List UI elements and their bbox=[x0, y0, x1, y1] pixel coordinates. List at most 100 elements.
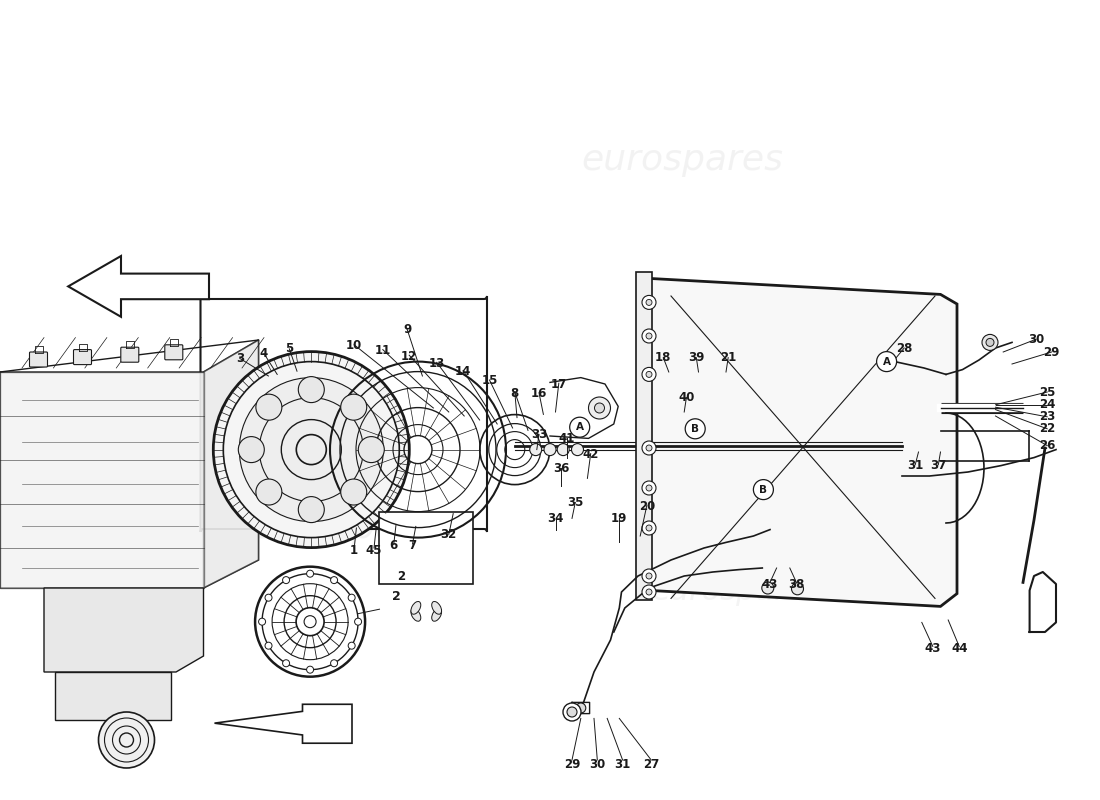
Text: 10: 10 bbox=[346, 339, 362, 352]
Text: 43: 43 bbox=[762, 578, 778, 590]
Text: 25: 25 bbox=[1040, 386, 1055, 398]
Circle shape bbox=[642, 521, 656, 535]
Text: 11: 11 bbox=[375, 344, 390, 357]
FancyBboxPatch shape bbox=[74, 350, 91, 365]
Text: 1: 1 bbox=[350, 544, 359, 557]
Text: 29: 29 bbox=[1044, 346, 1059, 358]
Text: eurospares: eurospares bbox=[278, 294, 448, 322]
Polygon shape bbox=[214, 704, 352, 743]
Circle shape bbox=[642, 569, 656, 583]
Circle shape bbox=[685, 419, 705, 438]
Circle shape bbox=[754, 479, 773, 499]
Circle shape bbox=[283, 660, 289, 666]
Text: 32: 32 bbox=[441, 528, 456, 541]
Circle shape bbox=[298, 497, 324, 522]
Text: 22: 22 bbox=[1040, 422, 1055, 435]
Polygon shape bbox=[204, 340, 258, 588]
Text: 19: 19 bbox=[612, 512, 627, 525]
Circle shape bbox=[239, 437, 264, 462]
Text: 30: 30 bbox=[1028, 333, 1044, 346]
Circle shape bbox=[646, 445, 652, 451]
Circle shape bbox=[646, 525, 652, 531]
Circle shape bbox=[575, 703, 586, 713]
Circle shape bbox=[558, 443, 569, 456]
Circle shape bbox=[331, 660, 338, 666]
Text: 5: 5 bbox=[285, 342, 294, 355]
Text: 9: 9 bbox=[403, 323, 411, 336]
Circle shape bbox=[283, 577, 289, 584]
Text: B: B bbox=[691, 424, 700, 434]
Circle shape bbox=[265, 594, 272, 601]
Circle shape bbox=[104, 718, 148, 762]
Circle shape bbox=[762, 582, 773, 594]
Polygon shape bbox=[649, 278, 957, 606]
Circle shape bbox=[341, 394, 366, 420]
Text: 28: 28 bbox=[896, 342, 912, 354]
Text: 7: 7 bbox=[408, 539, 417, 552]
Text: 20: 20 bbox=[639, 500, 654, 513]
Text: eurospares: eurospares bbox=[251, 511, 453, 545]
Text: 31: 31 bbox=[908, 459, 923, 472]
Text: 16: 16 bbox=[531, 387, 547, 400]
Text: 36: 36 bbox=[553, 462, 569, 474]
Text: 3: 3 bbox=[235, 352, 244, 365]
Circle shape bbox=[642, 329, 656, 343]
Text: 41: 41 bbox=[559, 432, 574, 445]
Circle shape bbox=[298, 377, 324, 402]
Ellipse shape bbox=[431, 602, 441, 614]
Text: 23: 23 bbox=[1040, 410, 1055, 423]
Circle shape bbox=[213, 352, 409, 547]
Text: 13: 13 bbox=[429, 357, 444, 370]
Text: 26: 26 bbox=[1040, 439, 1055, 452]
Circle shape bbox=[642, 481, 656, 495]
Ellipse shape bbox=[411, 602, 421, 614]
Circle shape bbox=[256, 479, 282, 505]
Circle shape bbox=[112, 726, 141, 754]
Polygon shape bbox=[636, 272, 652, 600]
Ellipse shape bbox=[431, 609, 441, 622]
Circle shape bbox=[307, 666, 314, 673]
Circle shape bbox=[646, 371, 652, 378]
Circle shape bbox=[331, 577, 338, 584]
Text: 45: 45 bbox=[365, 544, 383, 557]
Text: 2: 2 bbox=[392, 590, 400, 603]
Text: 38: 38 bbox=[789, 578, 804, 590]
Circle shape bbox=[572, 443, 583, 456]
Circle shape bbox=[256, 394, 282, 420]
Circle shape bbox=[986, 338, 994, 346]
FancyBboxPatch shape bbox=[121, 347, 139, 362]
Text: 40: 40 bbox=[679, 391, 694, 404]
Text: 27: 27 bbox=[644, 758, 659, 770]
Text: 4: 4 bbox=[260, 347, 268, 360]
Circle shape bbox=[307, 570, 314, 577]
Circle shape bbox=[349, 642, 355, 649]
Polygon shape bbox=[44, 588, 204, 672]
Circle shape bbox=[570, 418, 590, 437]
Text: A: A bbox=[882, 357, 891, 366]
Text: 24: 24 bbox=[1040, 398, 1055, 411]
Text: B: B bbox=[759, 485, 768, 494]
Text: 8: 8 bbox=[510, 387, 519, 400]
Circle shape bbox=[240, 378, 383, 522]
FancyBboxPatch shape bbox=[200, 296, 487, 532]
Text: 17: 17 bbox=[551, 378, 566, 390]
Circle shape bbox=[341, 479, 366, 505]
Text: 21: 21 bbox=[720, 351, 736, 364]
Circle shape bbox=[265, 642, 272, 649]
Text: 31: 31 bbox=[615, 758, 630, 770]
Circle shape bbox=[563, 703, 581, 721]
Text: 39: 39 bbox=[689, 351, 704, 364]
Circle shape bbox=[99, 712, 154, 768]
Circle shape bbox=[349, 594, 355, 601]
Circle shape bbox=[544, 443, 556, 456]
Polygon shape bbox=[68, 256, 209, 317]
Circle shape bbox=[530, 443, 541, 456]
Circle shape bbox=[792, 582, 803, 594]
Circle shape bbox=[588, 397, 610, 419]
Circle shape bbox=[642, 295, 656, 310]
FancyBboxPatch shape bbox=[165, 345, 183, 360]
Circle shape bbox=[566, 707, 578, 717]
Circle shape bbox=[258, 618, 265, 625]
Text: 34: 34 bbox=[548, 512, 563, 525]
Circle shape bbox=[642, 585, 656, 599]
